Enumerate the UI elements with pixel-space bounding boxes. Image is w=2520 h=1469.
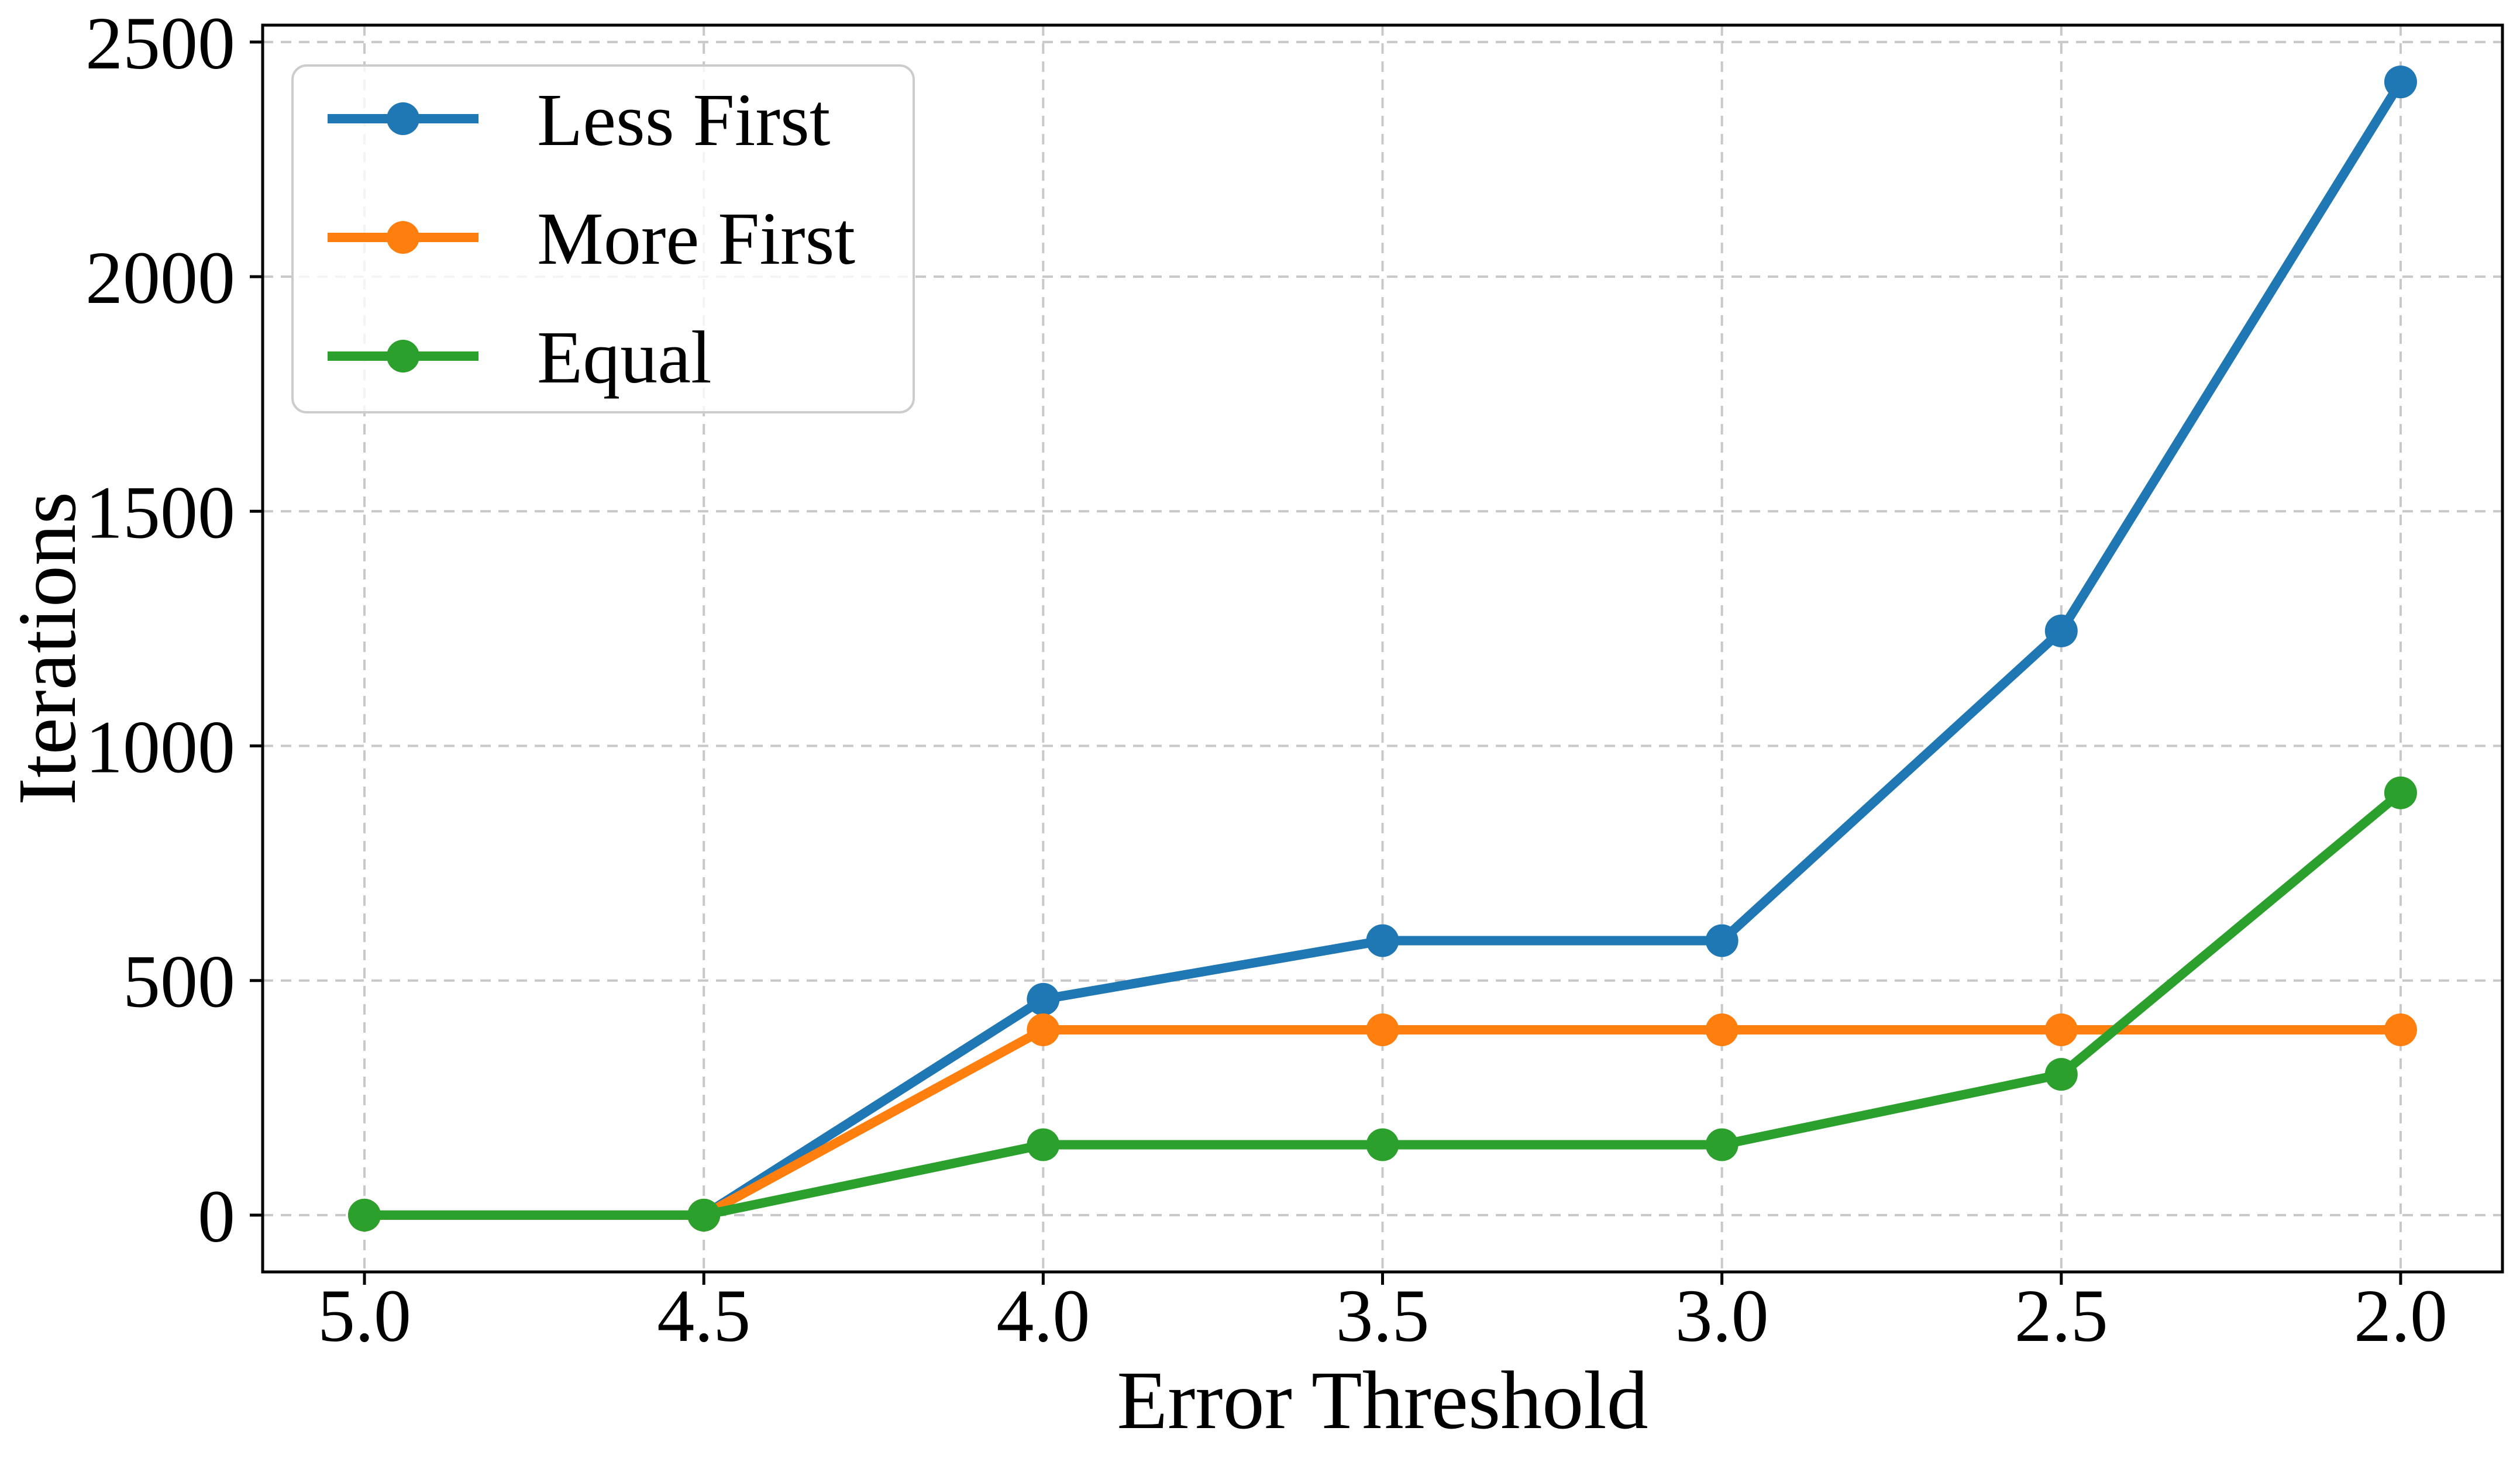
data-point-less-first	[1366, 924, 1399, 957]
data-point-more-first	[1705, 1013, 1738, 1046]
x-tick-label: 4.0	[996, 1274, 1090, 1357]
legend-item-more-first: More First	[328, 197, 855, 280]
legend-marker-more-first	[387, 221, 419, 254]
ticks-layer	[250, 40, 2402, 1285]
series-layer	[348, 65, 2417, 1232]
data-point-more-first	[1366, 1013, 1399, 1046]
y-tick-label: 500	[123, 940, 235, 1023]
x-tick-label: 3.5	[1336, 1274, 1430, 1357]
y-tick-label: 2000	[85, 236, 235, 319]
x-tick-label: 4.5	[657, 1274, 751, 1357]
data-point-less-first	[1027, 982, 1060, 1016]
data-point-more-first	[1027, 1013, 1060, 1046]
y-axis-label: Iterations	[1, 492, 93, 805]
data-point-equal	[1705, 1128, 1738, 1161]
y-tick-label: 1000	[85, 705, 235, 788]
legend: Less First More First Equal	[291, 64, 915, 413]
legend-item-less-first: Less First	[328, 78, 830, 161]
legend-box	[291, 64, 915, 413]
x-tick-label: 3.0	[1675, 1274, 1769, 1357]
x-axis-label: Error Threshold	[1117, 1354, 1648, 1446]
x-tick-label: 2.0	[2354, 1274, 2447, 1357]
x-tick-label: 2.5	[2015, 1274, 2108, 1357]
legend-marker-less-first	[387, 102, 419, 135]
data-point-more-first	[2044, 1013, 2078, 1046]
x-tick-label: 5.0	[318, 1274, 411, 1357]
data-point-equal	[1366, 1128, 1399, 1161]
data-point-less-first	[2384, 65, 2417, 99]
data-point-equal	[2384, 776, 2417, 809]
data-point-equal	[687, 1198, 721, 1232]
legend-label-equal: Equal	[537, 316, 712, 399]
legend-label-more-first: More First	[537, 197, 855, 280]
legend-marker-equal	[387, 340, 419, 373]
y-tick-label: 2500	[85, 2, 235, 85]
data-point-equal	[348, 1198, 381, 1232]
legend-label-less-first: Less First	[537, 78, 830, 161]
data-point-more-first	[2384, 1013, 2417, 1046]
y-tick-label: 1500	[85, 471, 235, 554]
tick-labels-layer: 5.0 4.5 4.0 3.5 3.0 2.5 2.0 0 500 1000 1500 2000 250…	[85, 2, 2447, 1357]
legend-item-equal: Equal	[328, 316, 712, 399]
data-point-less-first	[2044, 614, 2078, 647]
data-point-equal	[2044, 1058, 2078, 1091]
data-point-equal	[1027, 1128, 1060, 1161]
data-point-less-first	[1705, 924, 1738, 957]
y-tick-label: 0	[198, 1175, 235, 1258]
